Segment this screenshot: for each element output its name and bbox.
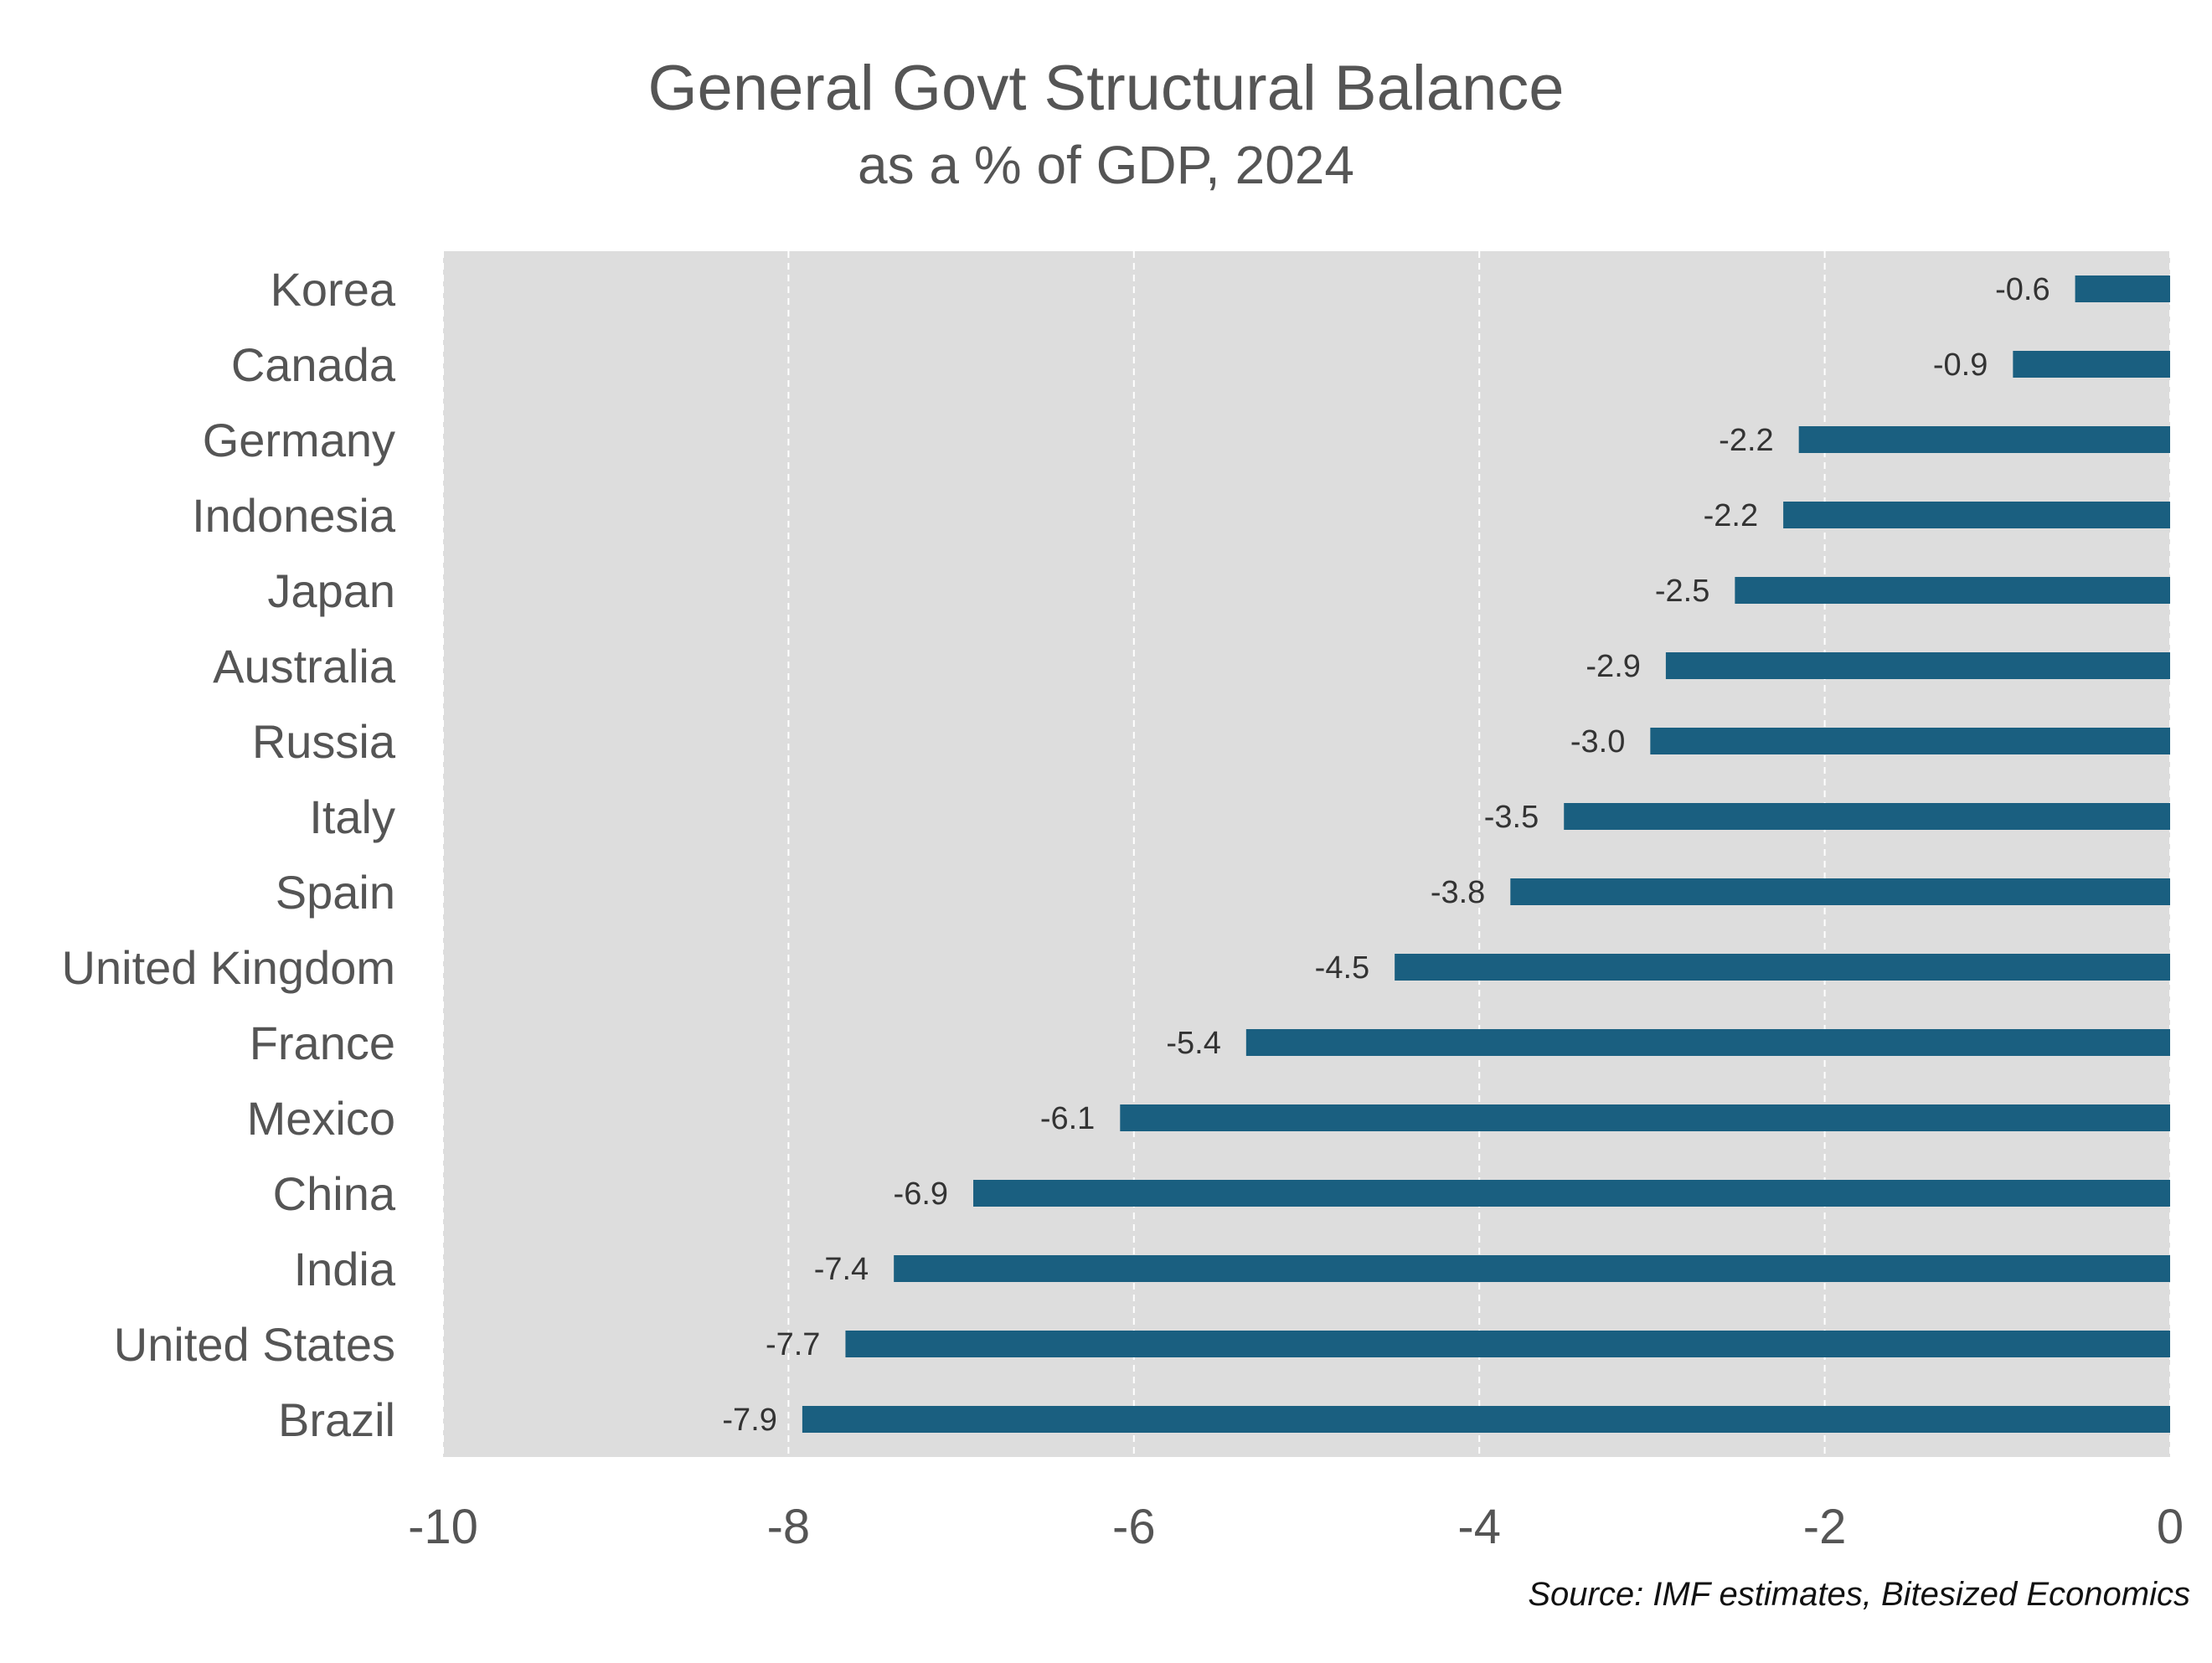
category-label: Germany	[203, 414, 395, 466]
bar	[1564, 803, 2170, 830]
x-tick-label: -2	[1803, 1500, 1847, 1554]
category-label: France	[250, 1017, 395, 1069]
category-label: Australia	[213, 640, 396, 692]
bar	[802, 1406, 2170, 1433]
bar	[1665, 652, 2170, 679]
bar	[845, 1331, 2170, 1357]
bar	[1510, 878, 2170, 905]
data-label: -6.9	[894, 1176, 948, 1212]
x-tick-label: -6	[1112, 1500, 1156, 1554]
bar	[1783, 502, 2170, 528]
bar	[1650, 728, 2170, 754]
data-label: -4.5	[1315, 950, 1369, 986]
x-tick-label: -8	[767, 1500, 811, 1554]
chart-subtitle: as a % of GDP, 2024	[858, 135, 1354, 195]
category-label: Canada	[231, 338, 396, 391]
category-label: China	[273, 1167, 396, 1220]
category-label: Indonesia	[192, 489, 396, 542]
bar	[1120, 1104, 2170, 1131]
bar	[1735, 577, 2170, 604]
category-label: United States	[114, 1318, 395, 1371]
data-label: -0.9	[1933, 348, 1988, 383]
bar	[1798, 426, 2170, 453]
bar	[894, 1255, 2170, 1282]
chart-title: General Govt Structural Balance	[647, 53, 1565, 124]
data-label: -6.1	[1040, 1101, 1095, 1136]
category-label: India	[294, 1243, 396, 1295]
data-label: -7.9	[722, 1403, 776, 1438]
data-label: -3.5	[1484, 800, 1539, 835]
data-label: -2.2	[1719, 423, 1773, 458]
data-label: -5.4	[1166, 1026, 1220, 1061]
bar	[2013, 351, 2170, 378]
data-label: -3.8	[1431, 875, 1485, 910]
category-label: Italy	[309, 790, 395, 843]
category-label: United Kingdom	[62, 941, 395, 994]
data-label: -2.9	[1586, 649, 1640, 684]
category-label: Russia	[252, 715, 396, 768]
source-note: Source: IMF estimates, Bitesized Economi…	[1528, 1576, 2190, 1613]
data-label: -2.5	[1655, 574, 1709, 609]
x-tick-label: -4	[1457, 1500, 1501, 1554]
bar	[2075, 275, 2170, 302]
category-label: Japan	[267, 564, 395, 617]
bar	[1245, 1029, 2170, 1056]
data-label: -3.0	[1570, 724, 1625, 759]
category-label: Spain	[276, 866, 395, 919]
data-label: -7.7	[766, 1327, 820, 1362]
category-label: Korea	[271, 263, 396, 316]
data-label: -0.6	[1995, 272, 2050, 307]
data-label: -2.2	[1704, 498, 1758, 533]
category-label: Brazil	[278, 1393, 395, 1446]
bar	[973, 1180, 2170, 1207]
category-label: Mexico	[247, 1092, 395, 1145]
x-tick-label: 0	[2157, 1500, 2184, 1554]
x-tick-label: -10	[408, 1500, 478, 1554]
bar	[1395, 954, 2170, 981]
data-label: -7.4	[814, 1252, 869, 1287]
